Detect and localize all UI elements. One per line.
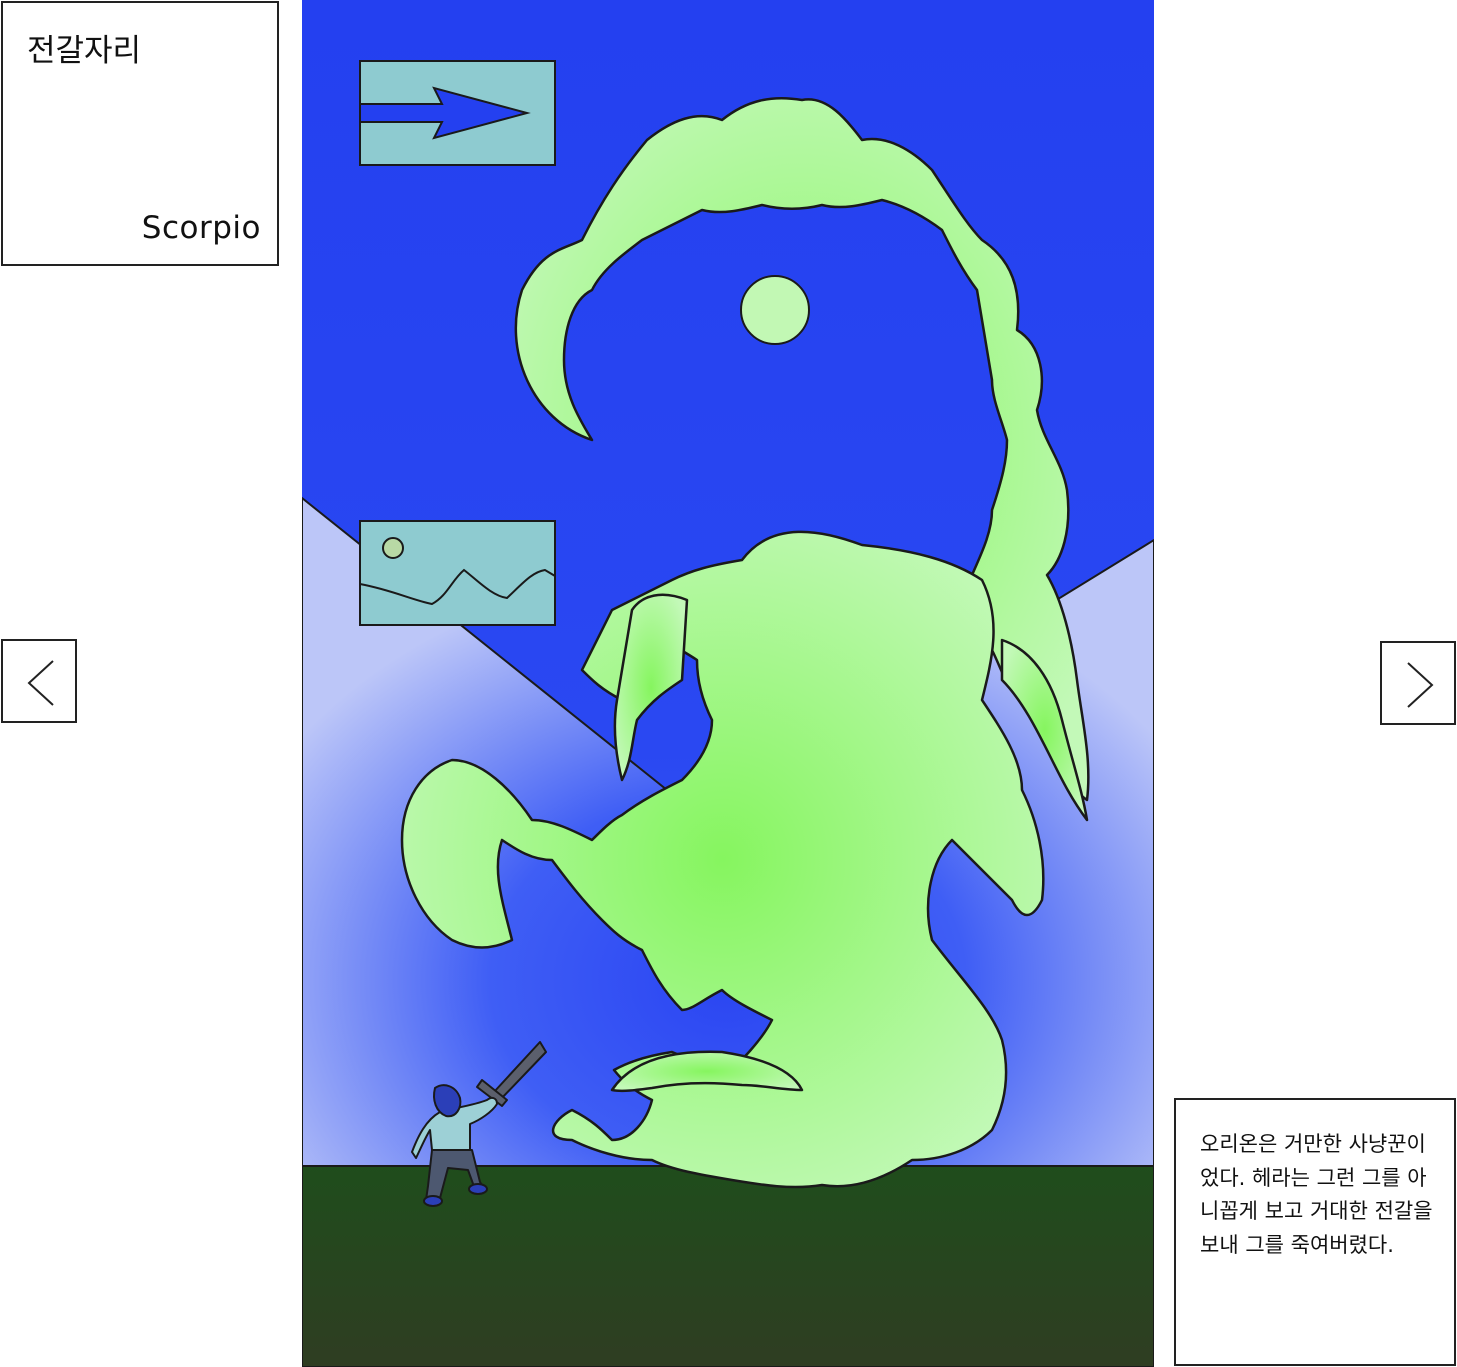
title-english: Scorpio xyxy=(141,210,261,246)
moon xyxy=(740,275,810,345)
title-card: 전갈자리 Scorpio xyxy=(1,1,279,266)
chevron-right-icon xyxy=(1407,662,1434,708)
story-caption: 오리온은 거만한 사냥꾼이었다. 헤라는 그런 그를 아니꼽게 보고 거대한 전… xyxy=(1174,1098,1456,1366)
ground xyxy=(302,1165,1154,1367)
next-button[interactable] xyxy=(1380,641,1456,725)
title-korean: 전갈자리 xyxy=(27,33,142,69)
hunter-figure xyxy=(411,1041,547,1207)
landscape-panel xyxy=(359,520,556,626)
scorpio-illustration xyxy=(302,0,1154,1367)
prev-button[interactable] xyxy=(1,639,77,723)
chevron-left-icon xyxy=(27,660,54,706)
arrow-panel xyxy=(359,60,556,166)
scorpion xyxy=(400,96,1090,1189)
